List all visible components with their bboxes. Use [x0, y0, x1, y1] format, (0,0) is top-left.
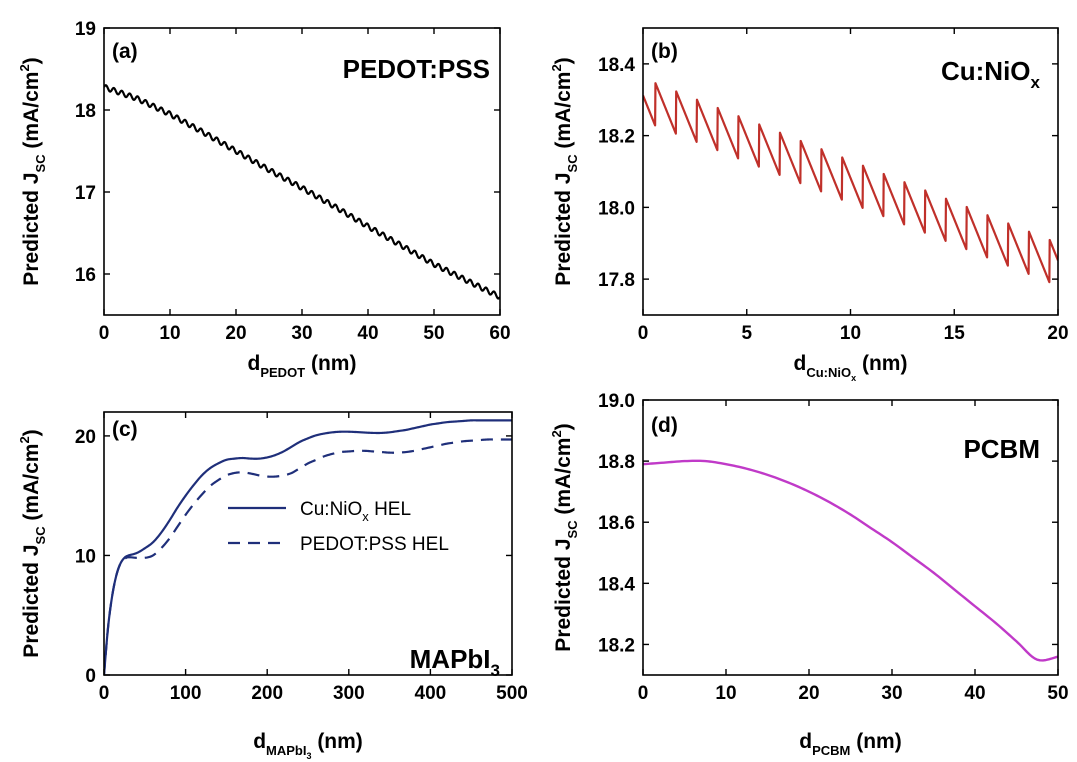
material-label-b: Cu:NiOx [941, 56, 1041, 92]
y-tick-label-b-3: 18.4 [598, 55, 635, 76]
y-tick-label-a-0: 16 [75, 265, 96, 286]
plot-frame-c [103, 411, 513, 676]
x-tick-label-c-2: 200 [251, 683, 283, 704]
y-axis-title-a: Predicted JSC (mA/cm2) [17, 57, 48, 285]
series-line-a-0 [104, 84, 500, 300]
legend-label-0: Cu:NiOx HEL [300, 499, 411, 524]
panel-label-b: (b) [651, 40, 678, 63]
x-tick-label-a-3: 30 [291, 323, 312, 344]
y-tick-label-a-1: 17 [75, 183, 96, 204]
x-axis-title-b: dCu:NiOx (nm) [794, 352, 908, 383]
x-tick-label-a-6: 60 [489, 323, 510, 344]
x-tick-label-b-3: 15 [944, 323, 966, 344]
panel-d: 0 10 20 30 40 50 18.2 18.4 18.6 18.8 19.0 (d) PCBM dP… [549, 391, 1069, 758]
y-tick-label-b-0: 17.8 [598, 270, 635, 291]
x-tick-label-d-5: 50 [1047, 683, 1068, 704]
panel-a: 0 10 20 30 40 50 60 16 17 18 19 (a) PEDOT:PSS dPEDOT … [17, 19, 511, 380]
x-tick-label-a-0: 0 [99, 323, 110, 344]
x-tick-label-b-0: 0 [638, 323, 649, 344]
y-tick-label-b-2: 18.2 [598, 127, 635, 148]
x-tick-label-d-3: 30 [881, 683, 902, 704]
x-tick-label-a-5: 50 [423, 323, 444, 344]
x-tick-label-a-2: 20 [225, 323, 246, 344]
plot-frame-d [642, 399, 1059, 676]
y-tick-label-d-0: 18.2 [598, 635, 635, 656]
x-tick-label-b-1: 5 [741, 323, 752, 344]
y-axis-title-c: Predicted JSC (mA/cm2) [17, 429, 48, 657]
x-tick-label-d-2: 20 [798, 683, 819, 704]
y-axis-title-d: Predicted JSC (mA/cm2) [549, 423, 580, 651]
y-tick-label-d-3: 18.8 [598, 452, 635, 473]
x-tick-label-b-4: 20 [1047, 323, 1068, 344]
x-tick-label-d-1: 10 [715, 683, 736, 704]
panel-label-d: (d) [651, 414, 678, 437]
panel-b: 0 5 10 15 20 17.8 18.0 18.2 18.4 (b) Cu:NiOx dCu:Ni… [549, 27, 1069, 383]
x-tick-label-b-2: 10 [840, 323, 861, 344]
panel-label-c: (c) [112, 418, 138, 441]
series-line-c-0 [104, 419, 512, 675]
y-axis-title-b: Predicted JSC (mA/cm2) [549, 57, 580, 285]
series-line-b-0 [643, 82, 1058, 284]
material-label-c: MAPbI3 [410, 644, 500, 680]
x-tick-label-c-3: 300 [333, 683, 365, 704]
y-tick-label-a-2: 18 [75, 101, 96, 122]
y-tick-label-c-2: 20 [75, 427, 96, 448]
panel-c: 0 100 200 300 400 500 0 10 20 (c) MAPbI3 dMAPbI3 (n… [17, 411, 528, 761]
series-line-c-1 [104, 438, 512, 675]
x-tick-label-c-1: 100 [170, 683, 202, 704]
x-tick-label-c-0: 0 [99, 683, 110, 704]
y-tick-label-c-0: 0 [85, 666, 96, 687]
x-tick-label-d-0: 0 [638, 683, 649, 704]
y-tick-label-a-3: 19 [75, 19, 96, 40]
y-tick-label-d-4: 19.0 [598, 391, 635, 412]
x-tick-label-a-1: 10 [159, 323, 180, 344]
x-axis-title-d: dPCBM (nm) [799, 730, 901, 758]
y-tick-label-d-1: 18.4 [598, 574, 635, 595]
material-label-d: PCBM [963, 434, 1040, 464]
legend-label-1: PEDOT:PSS HEL [300, 534, 449, 555]
x-tick-label-c-4: 400 [415, 683, 447, 704]
panel-label-a: (a) [112, 40, 138, 63]
y-tick-label-c-1: 10 [75, 546, 96, 567]
series-line-d-0 [643, 459, 1058, 662]
x-axis-title-a: dPEDOT (nm) [248, 352, 357, 380]
material-label-a: PEDOT:PSS [343, 54, 490, 84]
x-tick-label-c-5: 500 [496, 683, 528, 704]
x-tick-label-a-4: 40 [357, 323, 378, 344]
y-tick-label-b-1: 18.0 [598, 198, 635, 219]
x-axis-title-c: dMAPbI3 (nm) [253, 730, 363, 761]
y-tick-label-d-2: 18.6 [598, 513, 635, 534]
x-tick-label-d-4: 40 [964, 683, 985, 704]
